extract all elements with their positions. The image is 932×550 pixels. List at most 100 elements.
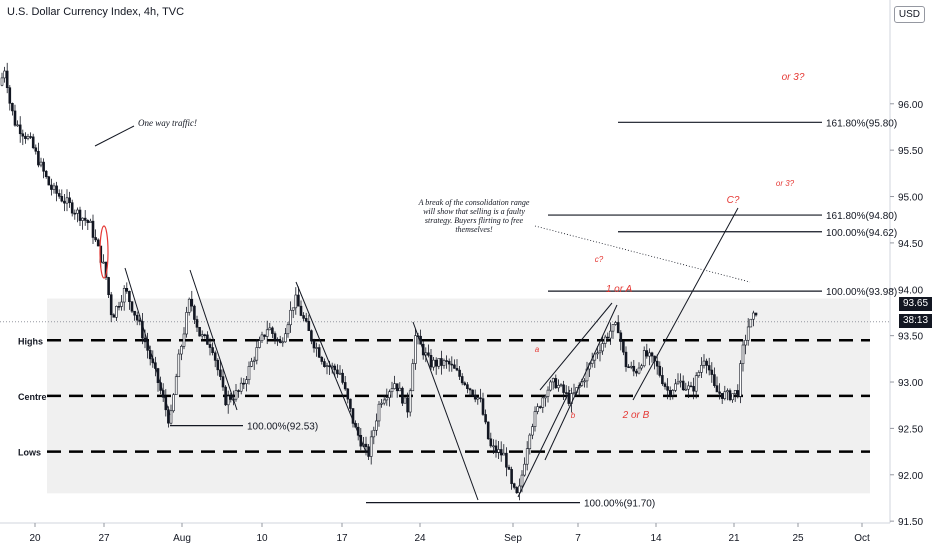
candle-down bbox=[720, 393, 724, 399]
candle-up bbox=[557, 385, 560, 389]
candle-up bbox=[414, 335, 417, 364]
candle-up bbox=[0, 77, 4, 86]
candle-down bbox=[351, 408, 355, 424]
candle-up bbox=[172, 394, 175, 412]
wave-label: 1 or A bbox=[606, 284, 633, 295]
candle-up bbox=[723, 391, 727, 399]
candle-down bbox=[499, 449, 503, 456]
candle-down bbox=[650, 352, 654, 357]
candle-up bbox=[180, 346, 183, 355]
candle-down bbox=[57, 193, 61, 197]
candle-down bbox=[135, 314, 139, 321]
x-tick-label: 17 bbox=[336, 533, 348, 544]
candle-down bbox=[224, 386, 227, 406]
candle-up bbox=[572, 392, 576, 394]
x-tick-label: Sep bbox=[504, 533, 522, 544]
candle-up bbox=[694, 375, 698, 392]
candle-down bbox=[60, 196, 64, 202]
candle-up bbox=[390, 388, 394, 393]
candle-down bbox=[661, 375, 664, 385]
candle-up bbox=[679, 380, 682, 383]
candle-up bbox=[169, 410, 173, 424]
candle-up bbox=[81, 217, 84, 221]
candle-up bbox=[731, 393, 734, 401]
candle-down bbox=[447, 360, 451, 365]
candle-down bbox=[109, 294, 113, 316]
candle-up bbox=[432, 359, 435, 368]
candle-up bbox=[252, 359, 256, 362]
candle-down bbox=[505, 452, 508, 468]
candle-up bbox=[177, 353, 181, 378]
candle-up bbox=[380, 402, 383, 405]
candle-up bbox=[3, 70, 6, 79]
candle-up bbox=[315, 347, 318, 349]
candle-down bbox=[463, 382, 467, 385]
candle-up bbox=[437, 358, 441, 367]
candle-down bbox=[468, 388, 472, 391]
currency-button[interactable]: USD bbox=[893, 6, 925, 23]
candle-up bbox=[598, 350, 602, 354]
candle-down bbox=[302, 315, 305, 319]
candle-down bbox=[754, 312, 758, 316]
candle-up bbox=[523, 463, 526, 476]
wave-trendline bbox=[124, 267, 171, 416]
x-tick-label: 7 bbox=[575, 533, 581, 544]
candle-down bbox=[117, 306, 121, 308]
candle-down bbox=[666, 386, 669, 391]
fib-level-label: 100.00%(94.62) bbox=[826, 228, 897, 239]
candle-down bbox=[55, 185, 58, 194]
candle-up bbox=[39, 161, 43, 166]
candle-down bbox=[216, 360, 220, 371]
candle-up bbox=[674, 383, 677, 391]
candle-down bbox=[190, 298, 194, 307]
annotation-text: will show that selling is a faulty bbox=[423, 207, 525, 216]
candle-up bbox=[369, 436, 373, 457]
candle-up bbox=[289, 309, 292, 326]
candle-down bbox=[481, 398, 485, 415]
candle-up bbox=[398, 387, 402, 392]
candle-down bbox=[94, 237, 97, 241]
wave-label: C? bbox=[727, 195, 740, 206]
candle-down bbox=[299, 305, 303, 316]
candle-up bbox=[388, 391, 391, 398]
candle-down bbox=[645, 350, 649, 357]
candle-up bbox=[187, 298, 191, 313]
candle-up bbox=[671, 390, 675, 396]
candle-down bbox=[195, 319, 199, 328]
y-tick-label: 92.00 bbox=[898, 471, 923, 482]
candle-up bbox=[122, 288, 126, 303]
candle-up bbox=[603, 336, 607, 344]
candle-down bbox=[507, 466, 511, 470]
annotation-text: strategy. Buyers flirting to free bbox=[425, 216, 524, 225]
candle-down bbox=[554, 378, 558, 389]
candle-up bbox=[245, 379, 248, 385]
candle-down bbox=[564, 392, 568, 394]
candle-up bbox=[546, 389, 550, 397]
candle-up bbox=[741, 344, 745, 365]
candle-down bbox=[681, 380, 685, 391]
candle-down bbox=[343, 382, 347, 390]
candle-down bbox=[213, 352, 217, 361]
candle-down bbox=[562, 384, 565, 393]
x-tick-label: 25 bbox=[792, 533, 804, 544]
candle-up bbox=[286, 324, 290, 335]
candle-down bbox=[133, 310, 136, 316]
candle-down bbox=[728, 390, 732, 401]
candle-down bbox=[473, 394, 477, 400]
candle-up bbox=[408, 390, 412, 413]
candle-down bbox=[450, 363, 454, 366]
candle-down bbox=[479, 397, 482, 400]
candle-up bbox=[531, 426, 534, 436]
candle-up bbox=[739, 363, 742, 397]
candle-up bbox=[544, 396, 547, 399]
candle-down bbox=[429, 354, 433, 368]
candle-down bbox=[31, 136, 35, 149]
candle-up bbox=[476, 397, 480, 400]
wave-trendline bbox=[539, 302, 613, 391]
candle-down bbox=[112, 314, 116, 318]
candle-down bbox=[705, 360, 708, 366]
fib-level-label: 100.00%(93.98) bbox=[826, 287, 897, 298]
candle-down bbox=[312, 340, 316, 349]
candle-up bbox=[596, 352, 599, 355]
